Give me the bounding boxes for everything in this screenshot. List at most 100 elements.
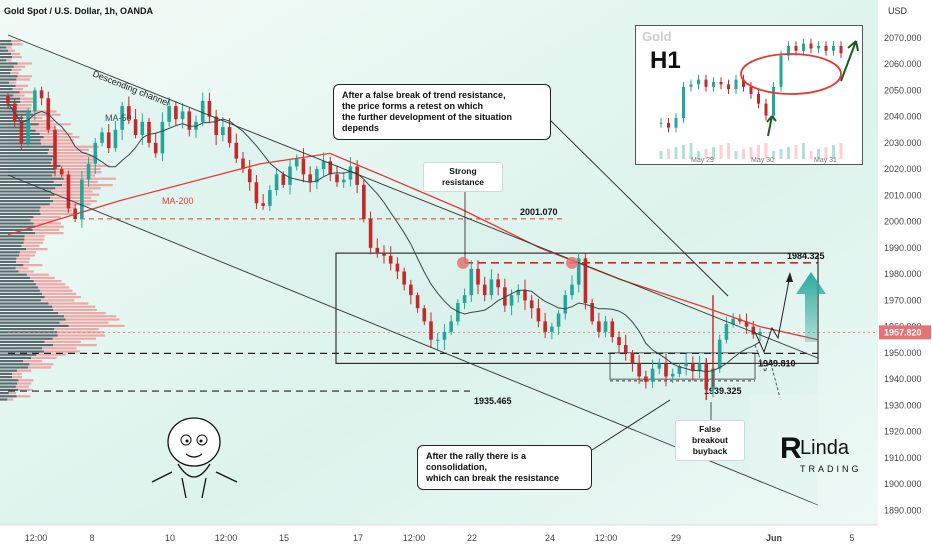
target-arrow [796,272,826,342]
volume-bar [23,241,44,244]
volume-bar [29,363,54,366]
volume-bar [18,388,33,391]
volume-bar [0,296,45,299]
volume-bar [0,49,9,52]
volume-bar [7,398,14,401]
inset-volume-bar [749,147,753,159]
candle-body [120,106,124,130]
candle-body [409,284,413,296]
inset-volume-bar [757,145,760,159]
inset-candle-body [809,43,813,49]
volume-bar [16,395,31,398]
volume-bar [39,289,73,292]
projection-zone [750,395,818,505]
current-price-badge [879,325,931,340]
candle-body [415,295,420,309]
candle-body [93,142,98,164]
inset-volume-bar [772,151,775,159]
retest-callout: After a false break of trend resistance,… [333,84,551,140]
inset-candle-body [682,86,685,118]
volume-bar [0,299,41,302]
chart-title: Gold Spot / U.S. Dollar, 1h, OANDA [4,6,154,16]
candle-body [113,129,118,149]
x-axis[interactable]: 12:00 8 10 12:00 15 17 12:00 22 24 12:00 29 Jun 5 [0,524,932,550]
inset-volume-bar [839,143,843,159]
volume-bar [47,152,87,155]
inset-candle-body [779,55,783,87]
volume-bar [0,273,27,276]
volume-bar [0,56,13,59]
candle-body [697,363,702,372]
candle-body [254,182,259,204]
x-tick-label: 22 [467,533,477,543]
volume-bar [0,264,24,267]
inset-volume-bar [787,147,790,159]
false-break-box [609,352,756,380]
volume-bar [31,110,57,113]
volume-bar [44,296,81,299]
volume-bar [0,46,7,49]
candle-body [234,142,239,159]
y-axis-unit: USD [888,6,908,16]
volume-bar [0,267,16,270]
candle-body [140,121,145,135]
volume-bar [19,254,35,257]
candle-body [301,158,306,175]
candle-body [33,90,37,112]
candle-body [590,303,594,322]
inset-chart: Gold H1 May 29 May 30 May 31 [635,25,863,165]
candle-body [388,255,393,264]
volume-bar [0,145,55,148]
y-axis[interactable]: USD 1890.000 1900.000 1910.000 1920.000 1930.… [4,0,932,550]
volume-bar [53,200,97,203]
volume-bar [15,84,29,87]
channel-fill [8,35,818,505]
candle-body [174,106,178,120]
inset-arrow-target [840,40,859,82]
volume-bar [6,46,12,49]
volume-bar [20,97,37,100]
y-tick-label: 1950.000 [884,348,922,358]
false-breakout-label: False breakout buyback [675,420,745,461]
candle-body [684,363,688,366]
inset-x-label: May 31 [814,157,837,164]
moving-averages: MA-50 MA-200 [7,103,819,373]
inset-candle-body [794,46,798,51]
volume-bar [30,276,55,279]
resistance-touch-marker [566,256,578,269]
emoji-body [151,463,238,499]
candle-body [6,95,10,104]
y-tick-label: 1990.000 [884,243,922,253]
volume-bar [17,369,32,372]
volume-bar [0,321,60,324]
volume-bar [58,312,106,315]
volume-bar [0,248,27,251]
candle-body [623,345,628,353]
inset-volume-bar [832,145,835,159]
candle-body [53,129,57,170]
volume-bar [0,382,18,385]
inset-volume-bar [682,145,685,159]
bull-scenario-head [786,272,793,282]
volume-bar [53,344,97,347]
candle-body [19,121,24,143]
volume-bar [30,126,56,129]
candle-body [731,318,735,324]
volume-bar [0,171,56,174]
volume-bar [0,126,31,129]
candle-body [395,263,400,272]
volume-bar [12,376,23,379]
inset-candle-body [802,43,805,51]
volume-bar [0,379,19,382]
volume-bar [0,232,35,235]
volume-bar [52,337,96,340]
candle-body [59,169,64,175]
volume-bar [0,360,24,363]
volume-bar [0,244,22,247]
volume-bar [0,251,20,254]
volume-bar [16,257,30,260]
candle-body [610,321,615,338]
candle-body [664,363,668,377]
volume-bar [35,283,66,286]
level-label-1949: 1949.810 [758,358,796,368]
